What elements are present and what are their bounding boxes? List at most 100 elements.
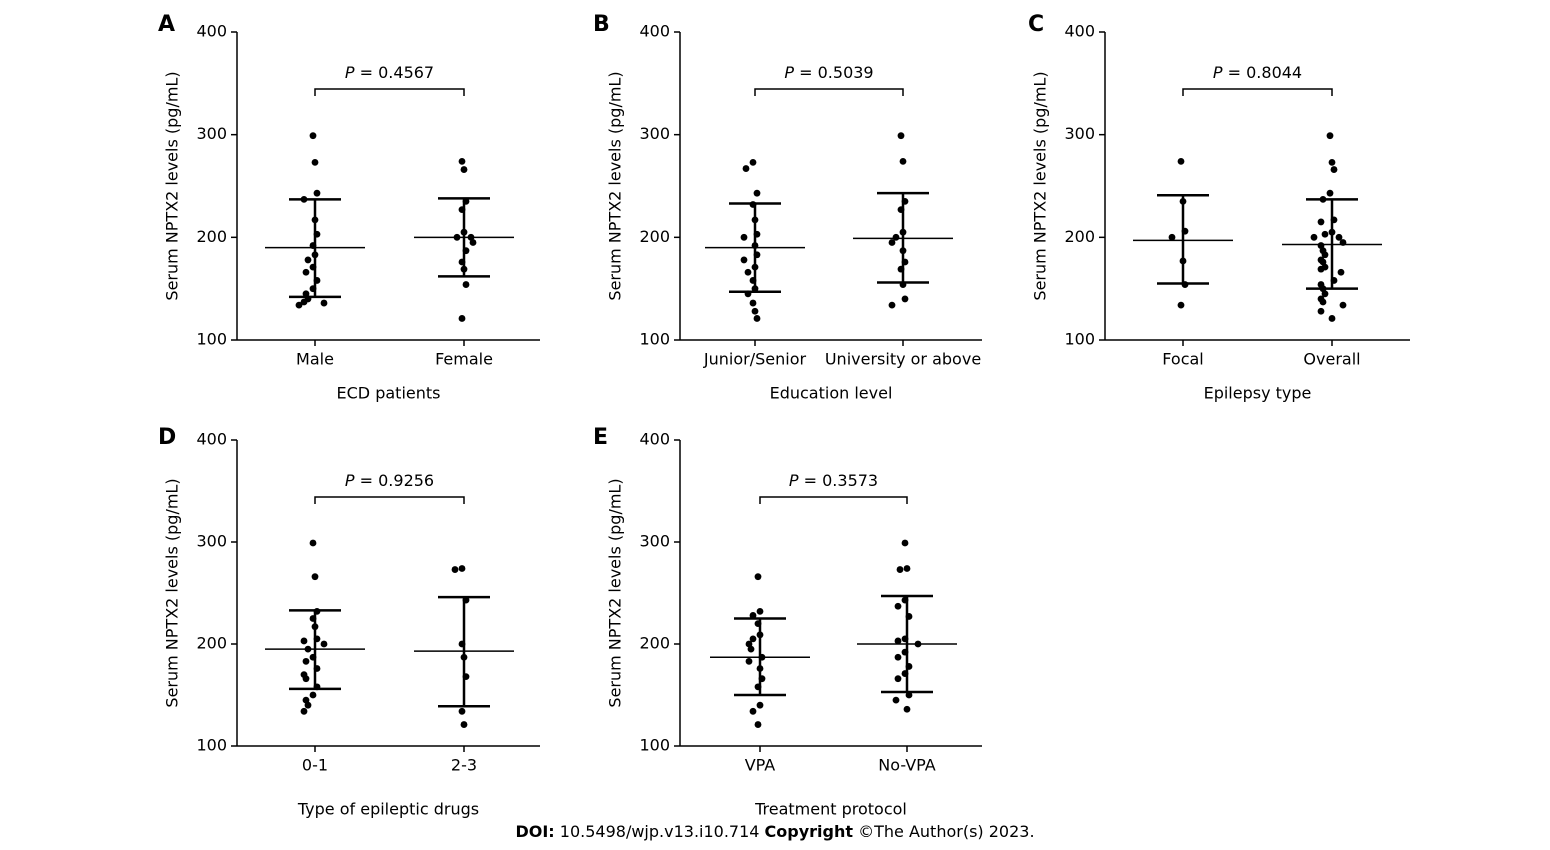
data-point	[458, 640, 466, 648]
data-point	[749, 201, 757, 208]
data-point	[745, 640, 753, 648]
data-point	[754, 573, 762, 581]
y-tick-label: 100	[639, 736, 670, 755]
p-value-label: P = 0.5039	[784, 63, 873, 82]
data-point	[1321, 290, 1329, 298]
data-point	[756, 631, 764, 639]
data-point	[302, 696, 310, 704]
y-tick-label: 200	[1064, 227, 1095, 246]
data-point	[313, 230, 321, 238]
data-point	[747, 645, 755, 653]
x-tick-label: 0-1	[302, 756, 328, 775]
x-tick-label: 2-3	[451, 756, 477, 775]
x-axis-label: Epilepsy type	[1204, 384, 1312, 403]
data-point	[309, 132, 317, 140]
data-point	[744, 268, 752, 276]
data-point	[313, 607, 321, 615]
data-point	[899, 157, 907, 165]
data-point	[1179, 198, 1187, 205]
data-point	[896, 566, 904, 573]
panel-letter: A	[158, 12, 175, 37]
y-axis-label: Serum NPTX2 levels (pg/mL)	[1031, 71, 1050, 300]
y-tick-label: 100	[196, 736, 227, 755]
data-point	[903, 705, 911, 713]
x-axis-label: Treatment protocol	[754, 800, 907, 819]
y-tick-label: 400	[1064, 22, 1095, 41]
data-point	[1319, 285, 1327, 293]
data-point	[1310, 233, 1318, 241]
data-point	[754, 683, 762, 691]
data-point	[1317, 242, 1325, 249]
data-point	[311, 158, 319, 166]
data-point	[1330, 216, 1338, 224]
significance-bracket	[754, 88, 904, 96]
data-point	[901, 670, 909, 677]
data-point	[914, 640, 922, 648]
x-tick-label: Focal	[1162, 350, 1203, 369]
data-point	[1319, 258, 1327, 266]
data-point	[295, 301, 303, 309]
data-point	[903, 565, 911, 572]
data-point	[313, 189, 321, 197]
data-point	[897, 265, 905, 273]
data-point	[888, 239, 896, 246]
data-point	[1179, 257, 1187, 265]
significance-bracket	[314, 88, 465, 96]
data-point	[1181, 281, 1189, 288]
data-point	[892, 696, 900, 704]
data-point	[460, 166, 468, 173]
data-point	[899, 228, 907, 236]
data-point	[320, 299, 328, 307]
data-point	[1317, 307, 1325, 315]
data-point	[458, 206, 466, 214]
data-point	[753, 189, 761, 197]
y-tick-label: 300	[196, 532, 227, 551]
data-point	[320, 640, 328, 648]
x-tick-label: VPA	[745, 756, 776, 775]
data-point	[892, 233, 900, 241]
data-point	[894, 602, 902, 610]
data-point	[894, 675, 902, 683]
data-point	[313, 683, 321, 691]
data-point	[751, 307, 759, 315]
data-point	[309, 242, 317, 249]
data-point	[899, 247, 907, 255]
data-point	[1326, 189, 1334, 197]
data-point	[462, 198, 470, 205]
data-point	[311, 216, 319, 224]
data-point	[300, 637, 308, 645]
data-point	[756, 665, 764, 672]
x-axis-label: ECD patients	[337, 384, 441, 403]
data-point	[756, 607, 764, 615]
x-tick-label: Male	[296, 350, 334, 369]
panel-e: E 100 200 300 400 Serum NPTX2 levels (pg/mL) V…	[593, 425, 982, 819]
y-tick-label: 200	[196, 634, 227, 653]
y-tick-label: 300	[1064, 124, 1095, 143]
data-point	[458, 157, 466, 165]
y-axis-label: Serum NPTX2 levels (pg/mL)	[606, 71, 625, 300]
data-point	[740, 233, 748, 241]
y-tick-label: 300	[196, 124, 227, 143]
data-point	[462, 673, 470, 681]
data-point	[313, 277, 321, 284]
significance-bracket	[759, 496, 908, 504]
data-point	[469, 239, 477, 246]
p-value: = 0.3573	[804, 471, 878, 490]
data-point	[888, 301, 896, 309]
data-point	[309, 285, 317, 293]
data-point	[460, 721, 468, 728]
data-point	[304, 701, 312, 709]
data-point	[302, 657, 310, 665]
p-symbol: P	[1213, 63, 1228, 82]
p-value-label: P = 0.8044	[1213, 63, 1302, 82]
data-point	[1177, 301, 1185, 309]
data-point	[309, 691, 317, 699]
data-point	[751, 285, 759, 293]
data-point	[1181, 227, 1189, 235]
data-point	[756, 701, 764, 709]
data-point	[467, 233, 475, 241]
x-tick-label: Female	[435, 350, 493, 369]
data-point	[1330, 166, 1338, 173]
data-point	[749, 612, 757, 619]
p-symbol: P	[345, 471, 360, 490]
